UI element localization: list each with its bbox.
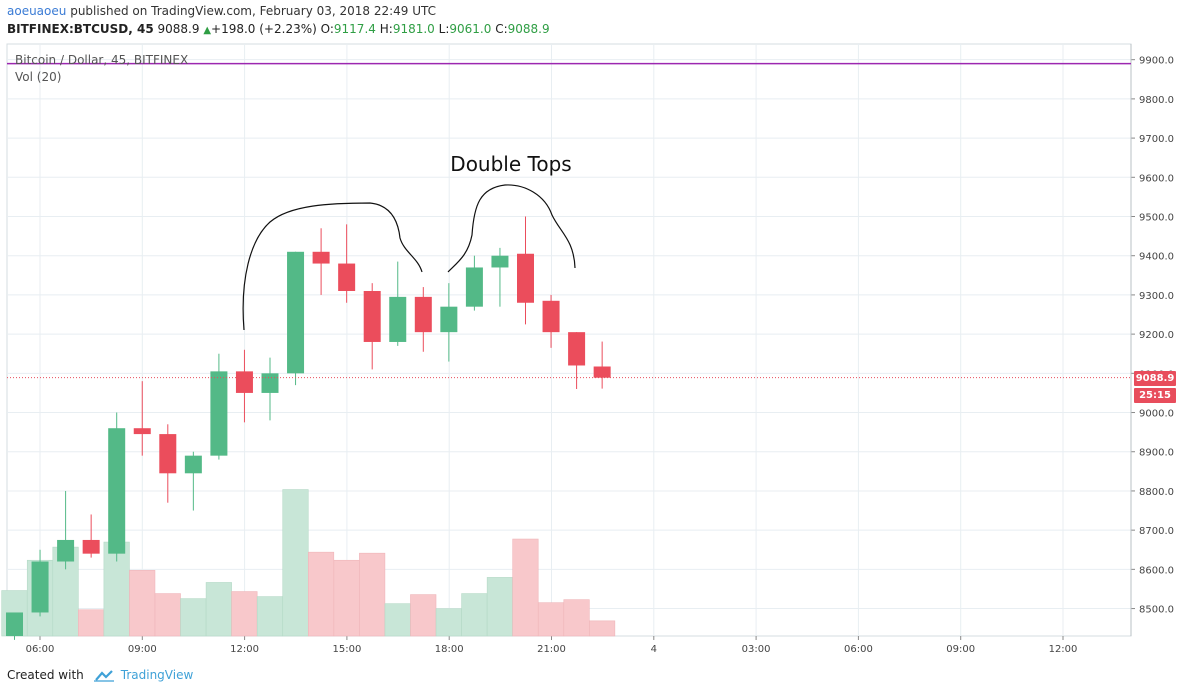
- volume-bar: [486, 577, 513, 637]
- x-tick-label: 4: [651, 644, 657, 655]
- volume-bar: [512, 538, 539, 637]
- candle-body: [389, 296, 407, 342]
- volume-bar: [410, 594, 437, 637]
- y-tick-label: 9900.0: [1139, 56, 1174, 67]
- double-top-arc-right: [447, 184, 576, 273]
- volume-bar: [384, 603, 411, 637]
- double-top-arc-left: [242, 202, 423, 331]
- volume-bar: [205, 582, 232, 637]
- candle-body: [593, 366, 611, 378]
- x-tick-label: 09:00: [128, 644, 157, 655]
- candle-body: [465, 267, 483, 307]
- countdown-badge: 25:15: [1134, 388, 1176, 403]
- volume-bar: [563, 599, 590, 637]
- y-tick-label: 9300.0: [1139, 291, 1174, 302]
- low-label: L:: [438, 22, 450, 36]
- candle-body: [414, 296, 432, 333]
- y-tick-label: 9400.0: [1139, 252, 1174, 263]
- footer: Created with TradingView: [7, 668, 193, 682]
- volume-bar: [282, 489, 309, 637]
- candle-body: [542, 300, 560, 333]
- volume-bar: [231, 591, 258, 637]
- ohlc-header: BITFINEX:BTCUSD, 45 9088.9 ▲+198.0 (+2.2…: [7, 22, 550, 36]
- published-text: published on TradingView.com, February 0…: [70, 4, 437, 18]
- volume-bar: [129, 570, 156, 637]
- y-tick-label: 8800.0: [1139, 487, 1174, 498]
- high-value: 9181.0: [392, 22, 435, 36]
- volume-bar: [256, 596, 284, 637]
- tradingview-logo[interactable]: TradingView: [92, 668, 194, 682]
- x-tick-label: 06:00: [26, 644, 55, 655]
- volume-bar: [461, 593, 488, 637]
- y-tick-label: 8900.0: [1139, 448, 1174, 459]
- candle-body: [159, 434, 177, 474]
- candle-body: [6, 612, 23, 636]
- candle-body: [108, 428, 126, 554]
- x-tick-label: 12:00: [1049, 644, 1078, 655]
- candle-body: [133, 428, 151, 435]
- open-value: 9117.4: [333, 22, 376, 36]
- volume-bar: [154, 593, 181, 637]
- candle-body: [235, 371, 253, 393]
- candle-body: [312, 251, 330, 264]
- x-tick-label: 21:00: [537, 644, 566, 655]
- x-tick-label: 12:00: [230, 644, 259, 655]
- x-tick-label: 09:00: [946, 644, 975, 655]
- y-tick-label: 9800.0: [1139, 95, 1174, 106]
- symbol-label: BITFINEX:BTCUSD, 45: [7, 22, 154, 36]
- cloud-icon: [93, 670, 114, 682]
- volume-bar: [180, 598, 207, 637]
- candle-body: [491, 255, 509, 268]
- created-with-label: Created with: [7, 668, 84, 682]
- candle-body: [184, 455, 202, 474]
- author-link[interactable]: aoeuaoeu: [7, 4, 67, 18]
- candle-body: [261, 373, 279, 393]
- chart-title: Bitcoin / Dollar, 45, BITFINEX: [15, 53, 189, 67]
- low-value: 9061.0: [449, 22, 492, 36]
- candle-body: [57, 539, 75, 562]
- y-tick-label: 8700.0: [1139, 526, 1174, 537]
- candle-body: [287, 251, 305, 374]
- last-value: 9088.9: [157, 22, 200, 36]
- candle-body: [31, 561, 49, 613]
- volume-bar: [537, 602, 565, 637]
- y-tick-label: 8500.0: [1139, 605, 1174, 616]
- y-tick-label: 9600.0: [1139, 173, 1174, 184]
- y-tick-label: 8600.0: [1139, 565, 1174, 576]
- change-value: +198.0 (+2.23%): [211, 22, 317, 36]
- candle-body: [338, 263, 356, 291]
- close-value: 9088.9: [507, 22, 550, 36]
- x-tick-label: 18:00: [435, 644, 464, 655]
- volume-bar: [78, 609, 105, 637]
- up-triangle-icon: ▲: [203, 25, 212, 36]
- y-tick-label: 9000.0: [1139, 409, 1174, 420]
- candle-body: [210, 371, 228, 456]
- candle-body: [363, 290, 381, 342]
- tradingview-brand: TradingView: [120, 668, 194, 682]
- x-tick-label: 15:00: [332, 644, 361, 655]
- close-label: C:: [495, 22, 508, 36]
- x-tick-label: 06:00: [844, 644, 873, 655]
- candle-body: [82, 539, 100, 554]
- candle-body: [517, 253, 534, 303]
- y-tick-label: 9200.0: [1139, 330, 1174, 341]
- double-tops-annotation: Double Tops: [450, 152, 571, 176]
- candle-body: [440, 306, 458, 333]
- y-tick-label: 9500.0: [1139, 213, 1174, 224]
- y-tick-label: 9700.0: [1139, 134, 1174, 145]
- volume-bar: [435, 608, 462, 637]
- high-label: H:: [379, 22, 393, 36]
- x-tick-label: 03:00: [742, 644, 771, 655]
- candle-body: [568, 332, 586, 366]
- volume-bar: [333, 559, 360, 637]
- publish-info: aoeuaoeu published on TradingView.com, F…: [7, 4, 436, 18]
- volume-bar: [307, 551, 335, 637]
- open-label: O:: [320, 22, 334, 36]
- volume-bar: [589, 620, 616, 637]
- volume-bar: [359, 552, 386, 637]
- last-price-badge: 9088.9: [1134, 371, 1176, 386]
- volume-legend: Vol (20): [15, 70, 62, 84]
